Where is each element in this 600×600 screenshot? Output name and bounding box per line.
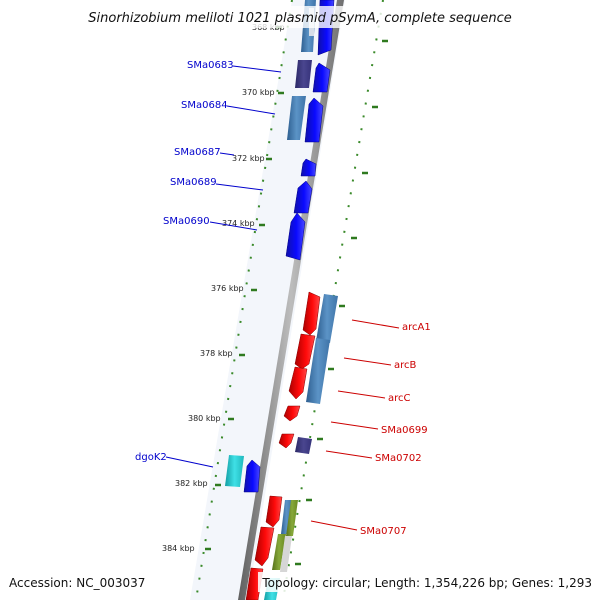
gene-label-SMa0702[interactable]: SMa0702 — [375, 453, 422, 464]
gene-feature-blue — [285, 212, 306, 261]
cog-feature — [306, 338, 330, 404]
gene-label-arcB[interactable]: arcB — [394, 360, 417, 371]
genome-stats-label: Topology: circular; Length: 1,354,226 bp… — [261, 576, 592, 590]
gene-label-arcC[interactable]: arcC — [388, 393, 411, 404]
gene-label-SMa0699[interactable]: SMa0699 — [381, 425, 428, 436]
gene-feature-blue — [304, 97, 324, 143]
gene-label-SMa0707[interactable]: SMa0707 — [360, 526, 407, 537]
cog-feature-olive — [286, 500, 298, 536]
feature-band — [190, 0, 345, 600]
gene-label-SMa0684[interactable]: SMa0684 — [181, 100, 228, 111]
leader-line — [325, 450, 373, 459]
gene-label-SMa0689[interactable]: SMa0689 — [170, 177, 217, 188]
leader-line — [310, 520, 358, 531]
kbp-label-380: 380 kbp — [188, 414, 221, 423]
leader-line — [209, 221, 258, 231]
kbp-label-382: 382 kbp — [175, 479, 208, 488]
leader-line — [337, 390, 386, 399]
gene-label-SMa0687[interactable]: SMa0687 — [174, 147, 221, 158]
title-backdrop — [70, 6, 530, 28]
footer-backdrop-left — [4, 572, 154, 592]
cog-feature-purple — [295, 60, 312, 88]
gene-label-dgoK2[interactable]: dgoK2 — [135, 452, 167, 463]
gene-feature-blue — [243, 459, 261, 493]
gene-feature-red — [265, 495, 283, 528]
outer-tick-marks — [295, 39, 388, 566]
footer-backdrop-right — [258, 572, 596, 592]
gene-feature-red — [254, 526, 275, 567]
leader-line — [165, 456, 214, 468]
cog-feature — [287, 96, 306, 140]
leader-line — [330, 421, 379, 430]
gene-feature-red — [288, 366, 308, 400]
page-title: Sinorhizobium meliloti 1021 plasmid pSym… — [88, 11, 511, 26]
genome-backbone — [238, 0, 344, 600]
gene-label-arcA1[interactable]: arcA1 — [402, 322, 431, 333]
leader-line — [343, 357, 392, 366]
accession-label: Accession: NC_003037 — [9, 576, 145, 590]
gene-feature-red — [283, 405, 301, 422]
kbp-tick-marks — [205, 25, 284, 551]
leader-line — [351, 319, 400, 329]
gene-label-SMa0683[interactable]: SMa0683 — [187, 60, 234, 71]
gene-feature-blue — [312, 62, 331, 93]
cog-feature — [316, 294, 338, 343]
cog-feature — [281, 500, 292, 534]
leader-line — [226, 105, 276, 115]
gene-feature-red — [294, 333, 316, 370]
kbp-label-372: 372 kbp — [232, 154, 265, 163]
gene-feature-blue — [300, 158, 317, 177]
kbp-label-384: 384 kbp — [162, 544, 195, 553]
kbp-label-378: 378 kbp — [200, 349, 233, 358]
gene-feature-red — [302, 291, 321, 336]
leader-line — [232, 65, 282, 73]
gene-label-SMa0690[interactable]: SMa0690 — [163, 216, 210, 227]
cog-feature-light — [280, 536, 292, 572]
kbp-label-376: 376 kbp — [211, 284, 244, 293]
cog-feature-cyan — [225, 455, 244, 487]
leader-line — [219, 152, 235, 156]
kbp-label-370: 370 kbp — [242, 88, 275, 97]
kbp-label-374: 374 kbp — [222, 219, 255, 228]
gene-feature-red — [278, 433, 295, 449]
leader-line — [215, 183, 264, 191]
cog-feature-olive — [272, 534, 286, 570]
gene-feature-blue — [293, 180, 313, 214]
cog-feature-purple — [295, 437, 312, 454]
